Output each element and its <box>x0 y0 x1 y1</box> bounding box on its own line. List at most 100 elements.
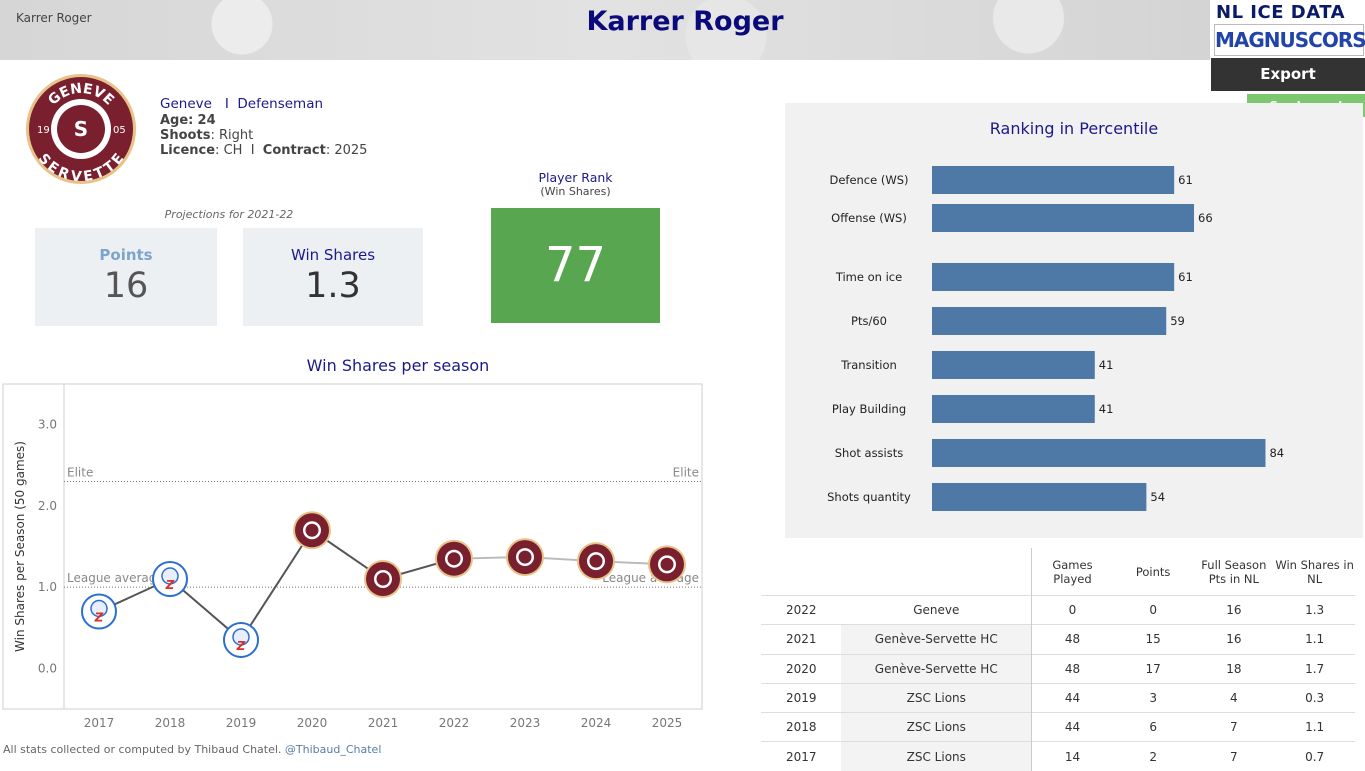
shoots-value: Right <box>218 128 254 143</box>
win-shares-value: 1.3 <box>305 266 361 306</box>
points-cell: 6 <box>1112 712 1194 742</box>
year-cell: 2021 <box>761 624 842 655</box>
ws-x-tick: 2023 <box>510 716 541 730</box>
brand-sponsor: MAGNUSCORSI <box>1214 24 1365 56</box>
win-shares-card: Win Shares 1.3 <box>243 228 423 326</box>
ws-data-point <box>364 560 402 598</box>
percentile-bar <box>932 395 1095 423</box>
ws-data-point: Z <box>223 621 259 658</box>
percentile-value-label: 66 <box>1198 211 1213 225</box>
ws-y-tick: 0.0 <box>38 661 57 675</box>
export-button[interactable]: Export <box>1211 58 1365 91</box>
header-player-name: Karrer Roger <box>16 11 92 25</box>
percentile-category-label: Play Building <box>832 402 906 416</box>
percentile-value-label: 41 <box>1099 358 1114 372</box>
percentile-bar <box>932 351 1095 379</box>
team-cell: Genève-Servette HC <box>841 624 1032 655</box>
age-value: 24 <box>197 113 216 128</box>
percentile-category-label: Defence (WS) <box>829 173 908 187</box>
page-title: Karrer Roger <box>586 6 784 37</box>
games-cell: 44 <box>1031 682 1113 713</box>
col-header-full-season: Full Season Pts in NL <box>1201 557 1267 586</box>
player-team: Geneve <box>160 96 212 112</box>
win-shares-label: Win Shares <box>290 246 376 264</box>
year-cell: 2017 <box>761 741 842 771</box>
percentile-bar <box>932 263 1175 291</box>
col-header-win-shares: Win Shares in NL <box>1275 557 1354 586</box>
ws-x-tick: 2020 <box>297 716 328 730</box>
table-row: 2021 Genève-Servette HC 48 15 16 1.1 <box>761 624 1355 655</box>
info-separator: I <box>250 143 255 158</box>
brand-name: NL ICE DATA <box>1216 2 1346 23</box>
points-value: 16 <box>103 266 149 306</box>
percentile-bar <box>932 166 1175 194</box>
player-age: Age: 24 <box>160 113 216 128</box>
percentile-category-label: Time on ice <box>835 270 902 284</box>
ws-data-point <box>648 545 686 584</box>
ws-reference-label: League average <box>67 571 164 585</box>
full-season-cell: 16 <box>1193 624 1275 655</box>
win-shares-cell: 0.3 <box>1274 682 1355 713</box>
logo-right-text: 05 <box>113 125 126 136</box>
percentile-category-label: Offense (WS) <box>831 211 907 225</box>
svg-text:Z: Z <box>94 611 104 625</box>
points-label: Points <box>99 246 153 264</box>
table-row: 2020 Genève-Servette HC 48 17 18 1.7 <box>761 653 1355 684</box>
percentile-value-label: 61 <box>1178 173 1193 187</box>
player-rank-value: 77 <box>491 208 660 323</box>
header-banner <box>0 0 1210 60</box>
percentile-title: Ranking in Percentile <box>989 119 1159 138</box>
percentile-value-label: 54 <box>1150 490 1165 504</box>
win-shares-cell: 1.1 <box>1274 624 1355 655</box>
percentile-value-label: 59 <box>1170 314 1185 328</box>
percentile-chart: Defence (WS) 61 Offense (WS) 66 Time on ice 6… <box>827 166 1284 511</box>
games-cell: 48 <box>1031 653 1113 684</box>
win-shares-cell: 1.7 <box>1274 653 1355 684</box>
year-cell: 2019 <box>761 682 842 713</box>
points-cell: 17 <box>1112 653 1194 684</box>
ws-y-tick: 3.0 <box>38 418 57 432</box>
percentile-bar <box>932 439 1266 467</box>
ws-reference-label: Elite <box>67 466 93 480</box>
player-rank-title: Player Rank <box>538 170 613 185</box>
player-team-position: Geneve I Defenseman <box>160 96 323 112</box>
ws-x-tick: 2019 <box>226 716 257 730</box>
ws-data-point: Z <box>152 561 188 597</box>
age-label: Age: <box>160 113 194 128</box>
table-row: 2017 ZSC Lions 14 2 7 0.7 <box>761 741 1355 771</box>
team-cell: ZSC Lions <box>841 682 1032 713</box>
ws-x-tick: 2024 <box>581 716 612 730</box>
games-cell: 14 <box>1031 741 1113 771</box>
ws-data-point <box>293 511 331 550</box>
year-cell: 2022 <box>761 594 842 625</box>
percentile-bar <box>932 483 1147 511</box>
table-header-row: Games Played Points Full Season Pts in N… <box>761 548 1355 596</box>
year-cell: 2018 <box>761 712 842 742</box>
ws-data-point: Z <box>81 593 117 630</box>
team-cell: Geneve <box>841 594 1032 625</box>
info-separator: I <box>224 96 229 112</box>
team-cell: ZSC Lions <box>841 741 1032 771</box>
contract-value: 2025 <box>334 143 368 158</box>
games-cell: 48 <box>1031 624 1113 655</box>
points-cell: 15 <box>1112 624 1194 655</box>
table-row: 2022 Geneve 0 0 16 1.3 <box>761 594 1355 625</box>
points-cell: 0 <box>1112 594 1194 625</box>
col-header-points: Points <box>1135 564 1171 579</box>
ws-x-tick: 2018 <box>155 716 186 730</box>
ws-reference-label: Elite <box>673 466 699 480</box>
ws-x-tick: 2017 <box>84 716 115 730</box>
points-cell: 3 <box>1112 682 1194 713</box>
licence-value: CH <box>223 143 243 158</box>
col-header-games: Games Played <box>1031 548 1113 596</box>
table-row: 2019 ZSC Lions 44 3 4 0.3 <box>761 682 1355 713</box>
team-cell: ZSC Lions <box>841 712 1032 742</box>
projections-label: Projections for 2021-22 <box>164 208 294 221</box>
svg-text:Z: Z <box>165 578 175 592</box>
percentile-category-label: Pts/60 <box>851 314 887 328</box>
season-stats-table: Games Played Points Full Season Pts in N… <box>761 548 1355 771</box>
full-season-cell: 7 <box>1193 712 1275 742</box>
ws-data-point <box>577 542 615 581</box>
shoots-label: Shoots <box>160 128 211 143</box>
twitter-link[interactable]: @Thibaud_Chatel <box>284 743 382 756</box>
